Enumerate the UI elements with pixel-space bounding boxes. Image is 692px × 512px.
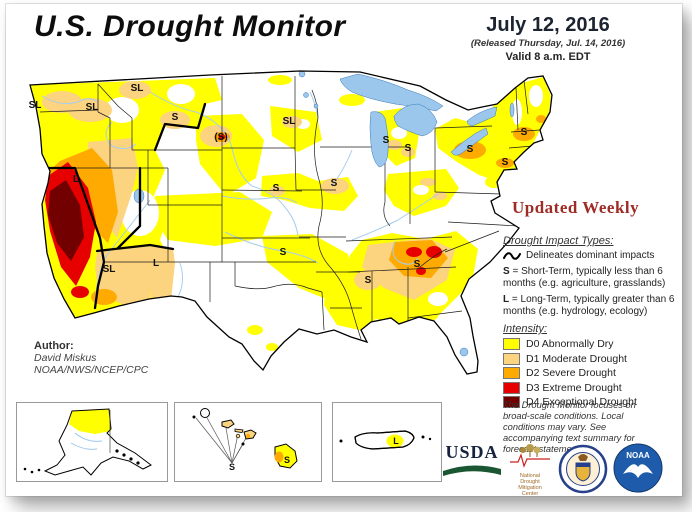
disclaimer-text: The Drought Monitor focuses on broad-sca… xyxy=(503,400,636,454)
map-impact-label: SL xyxy=(29,100,42,111)
alaska-inset-map xyxy=(16,402,168,482)
map-impact-label: (S) xyxy=(214,132,227,143)
map-impact-label: S xyxy=(521,127,528,138)
page-title: U.S. Drought Monitor xyxy=(34,10,346,43)
noaa-logo: NOAA xyxy=(612,442,664,499)
map-impact-label: S xyxy=(405,143,412,154)
alaska-map xyxy=(23,408,152,476)
conus-outline xyxy=(29,70,553,375)
ndmc-logo-text: National Drought Mitigation Center xyxy=(518,473,542,497)
noaa-logo-text: NOAA xyxy=(626,451,650,460)
commerce-seal-logo xyxy=(558,444,608,499)
drought-areas xyxy=(30,75,551,355)
map-impact-label: L xyxy=(153,258,159,269)
long-term-definition: L = Long-Term, typically greater than 6 … xyxy=(503,294,675,317)
usda-logo-text: USDA xyxy=(445,442,499,462)
author-name: David Miskus xyxy=(34,352,97,364)
d3-swatch xyxy=(503,381,520,394)
intensity-legend: Intensity: D0 Abnormally Dry D1 Moderate… xyxy=(503,323,675,411)
impact-delineation-lines xyxy=(40,102,207,310)
author-heading: Author: xyxy=(34,340,74,352)
d2-swatch xyxy=(503,367,520,379)
map-impact-label: S xyxy=(331,178,338,189)
legend-item-d3: D3 Extreme Drought xyxy=(503,381,675,394)
date-block: July 12, 2016 (Released Thursday, Jul. 1… xyxy=(426,14,670,63)
updated-weekly-note: Updated Weekly xyxy=(512,198,640,217)
d1-swatch xyxy=(503,352,520,365)
tilde-delineation-icon xyxy=(503,251,521,260)
great-lakes xyxy=(133,70,515,357)
drought-monitor-page: U.S. Drought Monitor July 12, 2016 (Rele… xyxy=(6,4,682,499)
d0-swatch xyxy=(503,338,520,350)
map-impact-label: S xyxy=(502,157,509,168)
map-impact-label: L xyxy=(73,174,79,185)
report-date: July 12, 2016 xyxy=(486,14,610,36)
big-island-impact-label: S xyxy=(284,455,290,465)
legend-item-d0: D0 Abnormally Dry xyxy=(503,338,675,350)
map-impact-label: S xyxy=(467,144,474,155)
legend-item-d1: D1 Moderate Drought xyxy=(503,352,675,365)
intensity-heading: Intensity: xyxy=(503,323,548,335)
usda-logo: USDA xyxy=(442,442,502,481)
hawaii-inset-map: S S xyxy=(174,402,322,482)
legend-item-d2: D2 Severe Drought xyxy=(503,367,675,379)
short-term-definition: S = Short-Term, typically less than 6 mo… xyxy=(503,266,666,289)
d4-swatch xyxy=(503,396,520,408)
map-impact-label: S xyxy=(383,135,390,146)
ndmc-logo: National Drought Mitigation Center xyxy=(506,442,554,497)
released-date: (Released Thursday, Jul. 14, 2016) xyxy=(470,38,626,49)
puerto-rico-impact-label: L xyxy=(393,436,399,446)
valid-time: Valid 8 a.m. EDT xyxy=(505,51,591,63)
conus-drought-map: SL SL SL S (S) L SL L S SL S S S S S S S S S xyxy=(29,70,553,375)
map-impact-label: S xyxy=(172,112,179,123)
commerce-seal-icon xyxy=(558,444,608,494)
hawaii-impact-label: S xyxy=(229,462,235,472)
map-impact-label: SL xyxy=(131,83,144,94)
map-impact-label: S xyxy=(365,275,372,286)
delineates-label: Delineates dominant impacts xyxy=(526,250,655,261)
ndmc-trees-icon xyxy=(510,444,550,468)
usda-swoosh-icon xyxy=(443,465,501,476)
impact-types-heading: Drought Impact Types: xyxy=(503,235,614,247)
author-block: Author: David Miskus NOAA/NWS/NCEP/CPC xyxy=(34,340,148,376)
rivers xyxy=(41,91,439,307)
puerto-rico-inset-map: L xyxy=(332,402,442,482)
map-impact-label: S xyxy=(280,247,287,258)
map-impact-label: SL xyxy=(103,264,116,275)
impact-types-legend: Drought Impact Types: Delineates dominan… xyxy=(503,235,675,322)
map-impact-label: SL xyxy=(283,116,296,127)
map-impact-label: S xyxy=(414,259,421,270)
author-org: NOAA/NWS/NCEP/CPC xyxy=(34,364,149,376)
noaa-icon: NOAA xyxy=(613,443,663,493)
puerto-rico-map: L xyxy=(339,430,432,450)
legend-item-d4: D4 Exceptional Drought xyxy=(503,396,675,408)
map-impact-label: SL xyxy=(86,102,99,113)
map-impact-labels: SL SL SL S (S) L SL L S SL S S S S S S S S S xyxy=(29,83,528,286)
map-impact-label: S xyxy=(273,183,280,194)
hawaii-map: S S xyxy=(192,408,298,472)
